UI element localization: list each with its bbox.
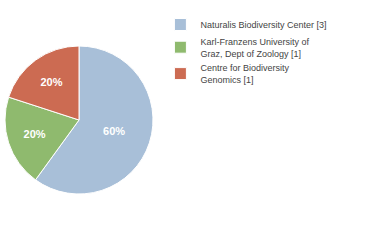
- svg-text:60%: 60%: [103, 125, 125, 137]
- svg-text:20%: 20%: [40, 76, 62, 88]
- svg-text:20%: 20%: [24, 128, 46, 140]
- svg-text:Karl-Franzens University ofGra: Karl-Franzens University ofGraz, Dept of…: [200, 37, 309, 59]
- svg-text:Centre for BiodiversityGenomic: Centre for BiodiversityGenomics [1]: [200, 63, 289, 85]
- svg-text:Naturalis Biodiversity Center: Naturalis Biodiversity Center [3]: [200, 20, 326, 30]
